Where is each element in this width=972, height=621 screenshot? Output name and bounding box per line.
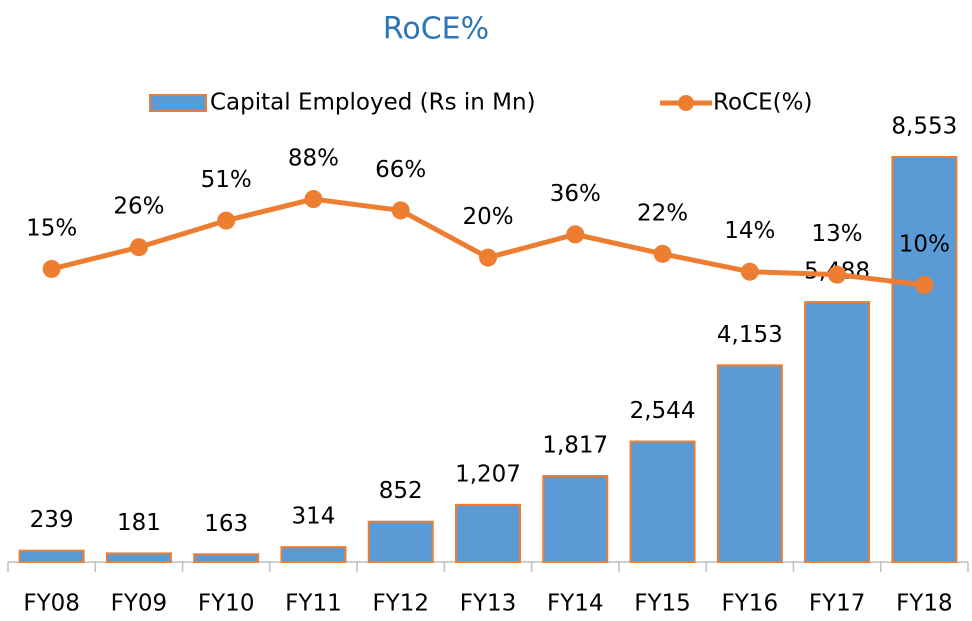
line-value-label: 13%: [812, 221, 863, 247]
x-tick-label: FY15: [634, 591, 691, 617]
legend-label: Capital Employed (Rs in Mn): [210, 90, 536, 116]
line-value-label: 26%: [113, 194, 164, 220]
line-marker: [653, 244, 672, 263]
bar-value-label: 4,153: [717, 322, 783, 348]
x-tick-label: FY18: [896, 591, 953, 617]
x-tick-label: FY08: [23, 591, 80, 617]
x-tick-label: FY09: [111, 591, 168, 617]
bar: [193, 553, 260, 564]
x-tick-label: FY14: [547, 591, 604, 617]
line-marker: [566, 225, 585, 244]
x-tick-label: FY11: [285, 591, 342, 617]
line-value-label: 20%: [462, 204, 513, 230]
line-value-label: 22%: [637, 200, 688, 226]
bar-value-label: 8,553: [891, 113, 957, 139]
bar-value-label: 1,207: [455, 461, 521, 487]
line-value-label: 51%: [201, 167, 252, 193]
line-marker: [479, 248, 497, 267]
bar-value-label: 1,817: [542, 432, 608, 458]
line-value-label: 36%: [550, 181, 601, 207]
legend-label: RoCE(%): [713, 90, 812, 116]
bar: [367, 520, 434, 564]
bar-value-label: 314: [292, 504, 336, 530]
chart-title: RoCE%: [383, 12, 489, 47]
bar: [280, 546, 347, 564]
bar: [629, 440, 696, 563]
bar-value-label: 181: [117, 510, 161, 536]
bar: [18, 549, 85, 563]
x-tick-label: FY13: [460, 591, 517, 617]
x-tick-label: FY17: [809, 591, 866, 617]
line-marker: [129, 238, 148, 257]
bar: [455, 503, 521, 564]
line-marker: [217, 211, 236, 230]
line-value-label: 15%: [26, 215, 77, 241]
bar: [105, 552, 172, 564]
legend-marker: [678, 95, 694, 111]
bar: [716, 364, 783, 563]
bar: [891, 155, 958, 563]
x-tick-label: FY12: [372, 591, 429, 617]
bar: [804, 301, 871, 563]
line-marker: [42, 259, 61, 278]
line-value-label: 88%: [288, 146, 339, 172]
line-value-label: 14%: [724, 218, 775, 244]
line-marker: [915, 276, 934, 294]
line-value-label: 10%: [899, 232, 950, 258]
legend-swatch: [149, 94, 207, 112]
line-marker: [391, 201, 410, 220]
line-value-label: 66%: [375, 157, 426, 183]
bar-value-label: 239: [30, 507, 74, 533]
x-tick-label: FY16: [722, 591, 779, 617]
line-marker: [828, 265, 847, 284]
x-tick-label: FY10: [198, 591, 255, 617]
line-marker: [740, 262, 759, 281]
bar-value-label: 2,544: [630, 398, 696, 424]
bar-value-label: 852: [379, 478, 423, 504]
line-marker: [304, 190, 323, 209]
bar-value-label: 163: [204, 511, 248, 537]
bar: [542, 474, 609, 563]
